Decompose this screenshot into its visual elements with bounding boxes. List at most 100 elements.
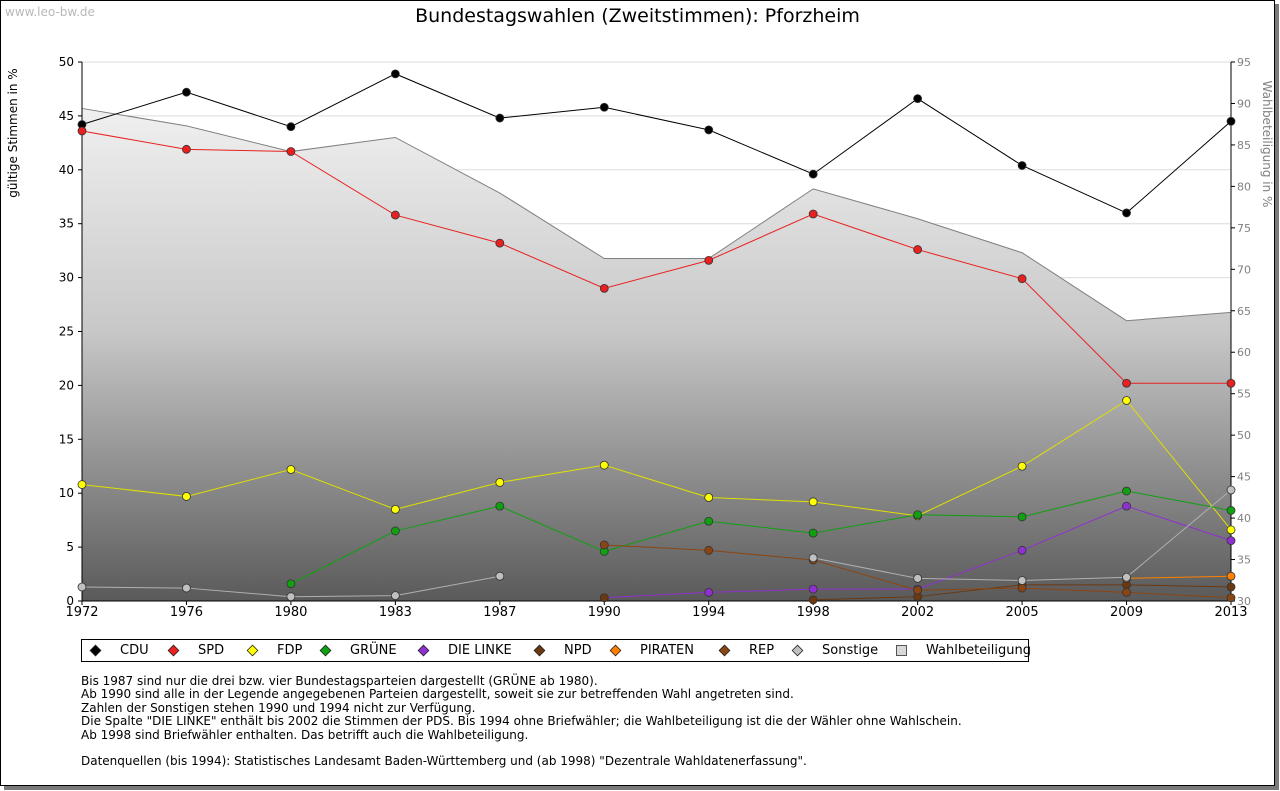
data-point-spd	[1122, 378, 1131, 388]
y-tick-label: 45	[59, 109, 74, 123]
data-point-cdu	[286, 122, 296, 132]
x-tick-label: 1990	[588, 605, 621, 620]
turnout-area	[81, 107, 1232, 601]
x-tick-label: 2013	[1214, 605, 1247, 620]
legend-marker-icon	[718, 644, 731, 657]
y2-tick-label: 30	[1237, 595, 1251, 608]
legend-label: GRÜNE	[350, 643, 397, 658]
legend-label: DIE LINKE	[448, 643, 512, 658]
data-point-die-linke	[808, 584, 818, 594]
data-point-cdu	[808, 169, 818, 179]
data-point-spd	[182, 144, 191, 154]
x-tick-label: 1983	[379, 605, 412, 620]
y2-tick-label: 55	[1237, 388, 1251, 401]
data-point-rep	[1122, 587, 1131, 597]
note-line: Ab 1990 sind alle in der Legende angegeb…	[81, 687, 794, 702]
data-point-fdp	[182, 492, 191, 501]
data-point-gr-ne	[495, 501, 505, 511]
data-point-sonstige	[1122, 572, 1131, 582]
data-point-cdu	[182, 87, 191, 97]
data-point-sonstige	[286, 592, 296, 602]
data-point-fdp	[495, 478, 505, 487]
data-point-sonstige	[1017, 576, 1027, 585]
data-point-spd	[77, 126, 87, 136]
data-point-gr-ne	[1122, 486, 1131, 496]
data-point-fdp	[286, 465, 296, 474]
data-point-sonstige	[182, 583, 191, 593]
series-line-spd	[81, 130, 1231, 384]
y2-axis-label: Wahlbeteiligung in %	[1260, 81, 1274, 208]
legend-marker-icon	[89, 644, 102, 657]
legend-marker-icon	[533, 644, 546, 657]
y2-tick-label: 75	[1237, 222, 1251, 235]
y-tick-label: 40	[59, 163, 74, 177]
data-point-fdp	[1122, 396, 1131, 405]
data-point-die-linke	[704, 587, 714, 597]
data-point-rep	[704, 545, 714, 555]
y-tick-label: 30	[59, 271, 74, 285]
data-point-gr-ne	[913, 510, 923, 520]
note-line: Die Spalte "DIE LINKE" enthält bis 2002 …	[81, 714, 962, 729]
legend-label: Sonstige	[822, 643, 879, 658]
watermark: www.leo-bw.de	[5, 5, 95, 19]
axes: 0 5 10 15 20 25 30 35 40 45 50 30 35 40 45 50 55 60 65 70 75…	[59, 55, 1251, 620]
legend-label: Wahlbeteiligung	[926, 643, 1032, 658]
y2-tick-label: 65	[1237, 305, 1251, 318]
legend-label: NPD	[564, 643, 592, 658]
legend-label: REP	[749, 643, 775, 658]
data-point-cdu	[1122, 208, 1131, 218]
x-tick-label: 2009	[1110, 605, 1143, 620]
y-tick-label: 35	[59, 217, 74, 231]
data-point-cdu	[495, 113, 505, 123]
chart-title: Bundestagswahlen (Zweitstimmen): Pforzhe…	[415, 5, 860, 27]
note-line: Bis 1987 sind nur die drei bzw. vier Bun…	[81, 674, 598, 688]
turnout-line	[81, 107, 1232, 322]
data-point-cdu	[599, 102, 609, 112]
series-line-cdu	[81, 73, 1232, 214]
x-tick-label: 1976	[170, 605, 203, 620]
data-point-spd	[704, 255, 714, 265]
legend-marker-icon	[417, 644, 430, 657]
legend-box-icon	[896, 645, 907, 656]
legend-label: FDP	[277, 643, 303, 658]
y-tick-label: 15	[59, 432, 74, 446]
legend-label: SPD	[198, 643, 225, 658]
x-tick-label: 1972	[65, 605, 98, 620]
data-point-fdp	[77, 480, 87, 489]
y2-tick-label: 60	[1237, 346, 1251, 359]
note-line: Ab 1998 sind Briefwähler enthalten. Das …	[81, 727, 529, 742]
data-point-sonstige	[913, 573, 923, 583]
data-point-spd	[286, 147, 296, 156]
legend-label: PIRATEN	[640, 643, 694, 658]
legend-marker-icon	[319, 644, 332, 657]
data-point-die-linke	[1226, 536, 1236, 546]
y-tick-label: 0	[66, 594, 74, 608]
notes: Bis 1987 sind nur die drei bzw. vier Bun…	[81, 674, 962, 769]
data-point-die-linke	[1122, 501, 1131, 511]
x-tick-label: 1998	[797, 605, 830, 620]
data-point-fdp	[1017, 461, 1027, 471]
data-point-gr-ne	[808, 528, 818, 538]
data-point-spd	[495, 238, 505, 248]
y-tick-label: 5	[66, 540, 74, 554]
y2-tick-label: 50	[1237, 429, 1251, 442]
y2-tick-label: 90	[1237, 97, 1251, 110]
data-point-fdp	[599, 460, 609, 470]
data-point-cdu	[390, 69, 400, 79]
note-line: Zahlen der Sonstigen stehen 1990 und 199…	[81, 700, 476, 715]
data-point-spd	[808, 209, 818, 219]
data-point-sonstige	[390, 591, 400, 601]
chart-canvas: 0 5 10 15 20 25 30 35 40 45 50 30 35 40 45 50 55 60 65 70 75…	[6, 55, 1274, 620]
series-line-piraten	[1126, 575, 1232, 579]
data-point-spd	[599, 283, 609, 293]
data-point-rep	[599, 540, 609, 550]
legend-marker-icon	[791, 644, 804, 657]
y-tick-label: 50	[59, 55, 74, 69]
x-tick-label: 2002	[901, 605, 934, 620]
data-point-fdp	[808, 497, 818, 507]
data-point-rep	[913, 585, 923, 595]
data-point-die-linke	[1017, 545, 1027, 555]
x-tick-label: 1987	[483, 605, 516, 620]
turnout-area-fill	[82, 108, 1231, 601]
legend-marker-icon	[609, 644, 622, 657]
